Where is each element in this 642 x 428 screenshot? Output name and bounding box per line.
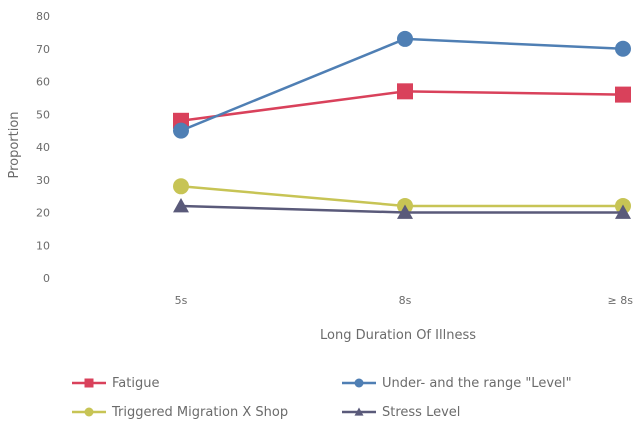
data-point <box>173 197 189 213</box>
data-point <box>397 83 413 100</box>
data-point <box>354 407 364 416</box>
legend-item: Fatigue <box>72 376 159 391</box>
data-point <box>615 40 631 57</box>
legend-item: Under- and the range "Level" <box>342 376 572 391</box>
data-point <box>84 378 94 388</box>
data-point <box>615 86 631 103</box>
y-tick-label: 60 <box>36 76 50 89</box>
data-point <box>84 407 94 417</box>
series-2 <box>173 30 631 139</box>
y-tick-label: 20 <box>36 207 50 220</box>
y-tick-label: 70 <box>36 43 50 56</box>
y-axis-title: Proportion <box>7 111 22 178</box>
data-point <box>397 204 413 219</box>
data-point <box>173 122 189 139</box>
series-4 <box>173 197 631 219</box>
y-tick-label: 30 <box>36 174 50 187</box>
y-tick-label: 0 <box>43 272 50 285</box>
y-axis-ticks: 0 10 20 30 40 50 60 70 80 <box>36 10 50 285</box>
legend-label: Triggered Migration X Shop <box>111 405 288 420</box>
legend: Fatigue Under- and the range "Level" Trigg… <box>72 376 572 420</box>
data-point <box>615 204 631 219</box>
x-axis-title: Long Duration Of Illness <box>320 328 476 343</box>
data-point <box>173 178 189 195</box>
legend-label: Fatigue <box>112 376 159 391</box>
x-tick-label: 5s <box>175 294 188 307</box>
x-tick-label: 8s <box>399 294 412 307</box>
data-point <box>354 378 364 388</box>
y-tick-label: 50 <box>36 108 50 121</box>
series-layer <box>173 30 631 219</box>
legend-label: Under- and the range "Level" <box>382 376 572 391</box>
x-tick-label: ≥ 8s <box>608 294 634 307</box>
y-tick-label: 10 <box>36 239 50 252</box>
legend-label: Stress Level <box>382 405 460 420</box>
x-axis-ticks: 5s 8s ≥ 8s <box>175 294 634 307</box>
y-tick-label: 40 <box>36 141 50 154</box>
data-point <box>397 30 413 47</box>
y-tick-label: 80 <box>36 10 50 23</box>
legend-item: Stress Level <box>342 405 460 420</box>
legend-item: Triggered Migration X Shop <box>72 405 288 420</box>
